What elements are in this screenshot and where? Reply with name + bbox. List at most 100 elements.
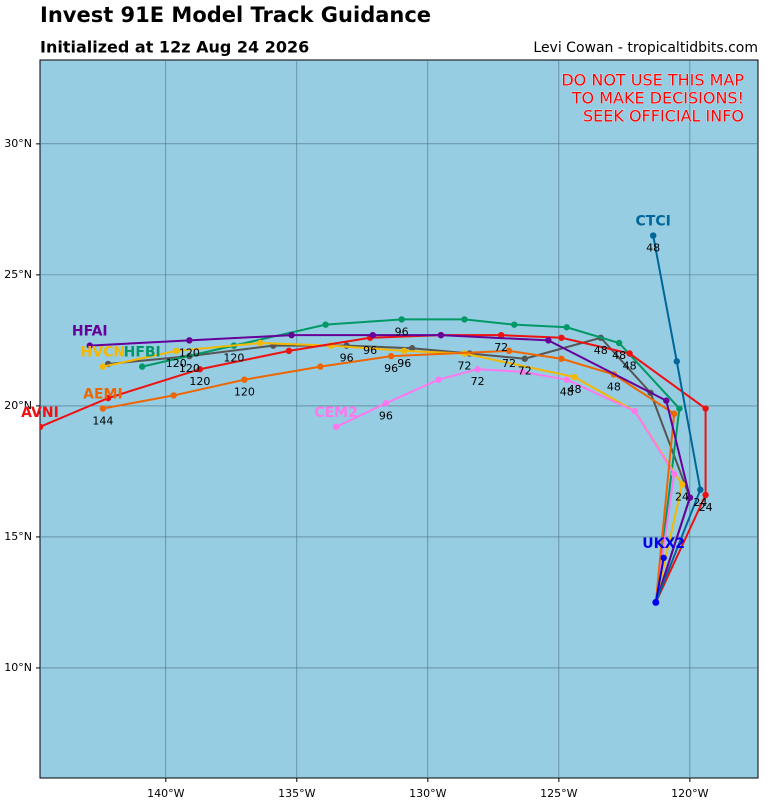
track-point xyxy=(615,339,623,347)
hour-label: 72 xyxy=(471,375,485,388)
track-point xyxy=(398,316,405,323)
track-point xyxy=(663,397,670,404)
hour-label: 48 xyxy=(646,242,660,255)
hour-label: 24 xyxy=(693,496,707,509)
track-point xyxy=(382,400,390,407)
model-name: HFAI xyxy=(72,324,108,340)
model-name: CTCI xyxy=(636,214,671,230)
warning: TO MAKE DECISIONS! xyxy=(571,89,744,108)
hour-label: 48 xyxy=(623,359,637,372)
track-point xyxy=(678,481,686,488)
hour-label: 120 xyxy=(223,352,244,365)
track-point xyxy=(571,373,578,381)
track-point xyxy=(99,363,107,370)
hour-label: 120 xyxy=(189,375,210,388)
hour-label: 120 xyxy=(179,362,200,375)
track-point xyxy=(461,316,468,323)
title: Invest 91E Model Track Guidance xyxy=(40,3,431,27)
hour-label: 48 xyxy=(607,380,621,393)
track-point xyxy=(697,486,704,493)
tracks xyxy=(40,232,709,606)
track-point xyxy=(99,405,107,412)
track-point xyxy=(563,376,570,383)
track-point xyxy=(435,376,442,383)
track-point xyxy=(518,368,526,376)
track-point xyxy=(626,350,633,357)
track-point xyxy=(649,232,657,239)
track-point xyxy=(408,345,416,352)
model-name: UKX2 xyxy=(642,536,685,552)
track-point xyxy=(676,405,683,412)
hour-label: 48 xyxy=(560,386,574,399)
model-name: HVCN xyxy=(81,345,126,361)
track-point xyxy=(369,331,376,339)
track-point xyxy=(332,423,340,431)
track-point xyxy=(521,355,528,362)
hour-label: 24 xyxy=(675,491,689,504)
y-tick-label: 10°N xyxy=(4,661,32,674)
track xyxy=(102,349,676,603)
y-tick-label: 30°N xyxy=(4,137,32,150)
track-point xyxy=(40,423,44,431)
hour-label: 72 xyxy=(458,359,472,372)
track-point xyxy=(631,407,639,415)
grid xyxy=(40,60,758,778)
track-point xyxy=(474,366,481,373)
track-point xyxy=(288,331,295,339)
track-point xyxy=(437,331,445,339)
warning: SEEK OFFICIAL INFO xyxy=(583,107,744,126)
model-name: HFBI xyxy=(124,345,161,361)
hour-label: 24 xyxy=(699,501,713,514)
hour-label: 72 xyxy=(494,341,508,354)
x-tick-label: 140°W xyxy=(147,787,184,800)
x-tick-label: 125°W xyxy=(540,787,577,800)
track-point xyxy=(505,347,513,355)
track-point xyxy=(670,410,678,417)
hour-label: 96 xyxy=(395,325,409,338)
subtitle: Initialized at 12z Aug 24 2026 xyxy=(40,38,309,57)
track-point xyxy=(673,358,680,365)
hour-label: 96 xyxy=(340,352,354,365)
model-name: AEMI xyxy=(83,387,123,403)
hour-label: 48 xyxy=(612,349,626,362)
track xyxy=(40,334,707,603)
hour-label: 96 xyxy=(397,357,411,370)
track-point xyxy=(558,334,565,341)
track-point xyxy=(285,347,293,355)
track-point xyxy=(545,337,552,344)
track-point xyxy=(317,363,324,370)
x-tick-label: 130°W xyxy=(409,787,446,800)
track-point xyxy=(86,342,93,349)
track-point xyxy=(241,376,248,383)
y-tick-label: 15°N xyxy=(4,530,32,543)
y-tick-label: 25°N xyxy=(4,268,32,281)
track xyxy=(654,557,665,603)
hour-label: 96 xyxy=(363,344,377,357)
labels: 140°W 135°W 130°W 125°W 120°W 10°N 15°N 20°N 25°… xyxy=(4,70,744,800)
track-point xyxy=(702,405,709,412)
hour-label: 48 xyxy=(568,383,582,396)
hour-label: 120 xyxy=(179,346,200,359)
track-point xyxy=(322,321,329,328)
track-point xyxy=(256,339,264,347)
hour-label: 96 xyxy=(379,409,393,422)
track-point xyxy=(104,394,112,402)
track-point xyxy=(138,363,146,370)
hour-label: 96 xyxy=(384,362,398,375)
x-tick-label: 135°W xyxy=(278,787,315,800)
track xyxy=(652,235,702,603)
model-name: AVNI xyxy=(21,405,59,421)
model-name: CEM2 xyxy=(314,405,358,421)
track-point xyxy=(702,491,709,499)
hour-label: 72 xyxy=(518,365,532,378)
track-point xyxy=(563,324,570,331)
start-point xyxy=(652,598,660,606)
track-point xyxy=(511,321,518,328)
track-point xyxy=(558,355,565,362)
track-point xyxy=(186,337,193,344)
track-point xyxy=(196,366,204,373)
hour-label: 72 xyxy=(502,357,516,370)
track-point xyxy=(170,392,177,399)
track-point xyxy=(387,352,395,360)
